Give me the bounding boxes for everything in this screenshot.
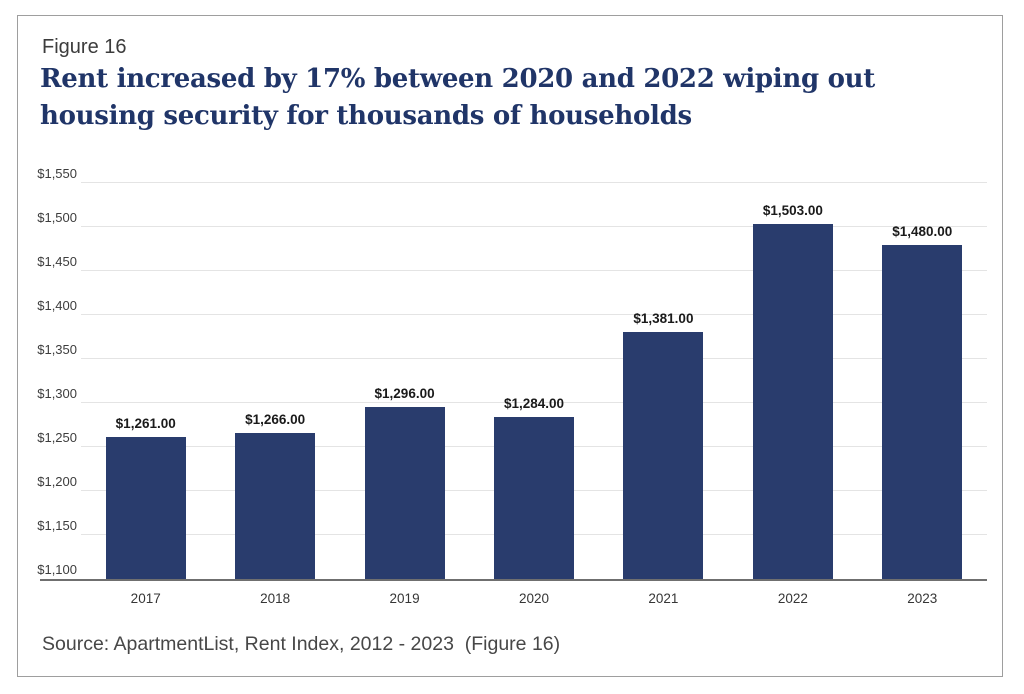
bar-2022 <box>752 224 833 579</box>
bar-value-label: $1,503.00 <box>762 203 823 219</box>
x-axis-tick-label: 2020 <box>518 591 550 606</box>
gridline <box>81 357 987 359</box>
bar-value-label: $1,284.00 <box>503 396 565 412</box>
gridline <box>81 225 987 227</box>
bar-2021 <box>623 331 704 579</box>
gridline <box>81 181 987 183</box>
y-axis-tick-label: $1,350 <box>37 342 77 357</box>
y-axis-tick-label: $1,250 <box>37 430 77 446</box>
y-axis-tick-label: $1,100 <box>37 562 77 577</box>
y-axis-tick-label: $1,200 <box>37 474 77 490</box>
y-axis-tick-label: $1,150 <box>37 518 77 534</box>
y-axis-tick-label: $1,500 <box>37 210 77 226</box>
x-axis-line <box>40 578 987 581</box>
x-axis-tick-label: 2023 <box>907 591 938 606</box>
y-axis-tick-label: $1,450 <box>37 254 77 269</box>
x-axis-tick-label: 2022 <box>777 591 808 606</box>
y-axis-tick-label: $1,550 <box>37 166 77 181</box>
bar-2018 <box>235 432 316 579</box>
bar-value-label: $1,381.00 <box>633 310 694 326</box>
bar-value-label: $1,266.00 <box>245 411 306 427</box>
bar-2020 <box>494 417 574 579</box>
figure-label: Figure 16 <box>42 36 127 58</box>
source-note: Source: ApartmentList, Rent Index, 2012 … <box>42 633 561 655</box>
y-axis-tick-label: $1,300 <box>37 386 77 402</box>
x-axis-tick-label: 2021 <box>648 591 679 606</box>
gridline <box>81 401 987 403</box>
x-axis-tick-label: 2019 <box>389 591 420 606</box>
figure-card: Figure 16 Rent increased by 17% between … <box>17 15 1003 677</box>
chart-title: Rent increased by 17% between 2020 and 2… <box>40 64 875 131</box>
plot-area: $1,100 $1,150 $1,200 $1,250 $1,300 $1,350 $1,4… <box>37 166 987 606</box>
bar-2019 <box>364 406 445 579</box>
bar-2017 <box>105 437 186 579</box>
bar-value-label: $1,480.00 <box>892 223 953 239</box>
bar-value-label: $1,261.00 <box>115 416 176 432</box>
bar-2023 <box>882 244 963 579</box>
x-axis-tick-label: 2017 <box>130 591 161 606</box>
bar-value-label: $1,296.00 <box>374 385 435 401</box>
x-axis-tick-label: 2018 <box>260 591 291 606</box>
gridline <box>81 313 987 316</box>
gridline <box>81 269 987 271</box>
y-axis-tick-label: $1,400 <box>37 298 77 314</box>
